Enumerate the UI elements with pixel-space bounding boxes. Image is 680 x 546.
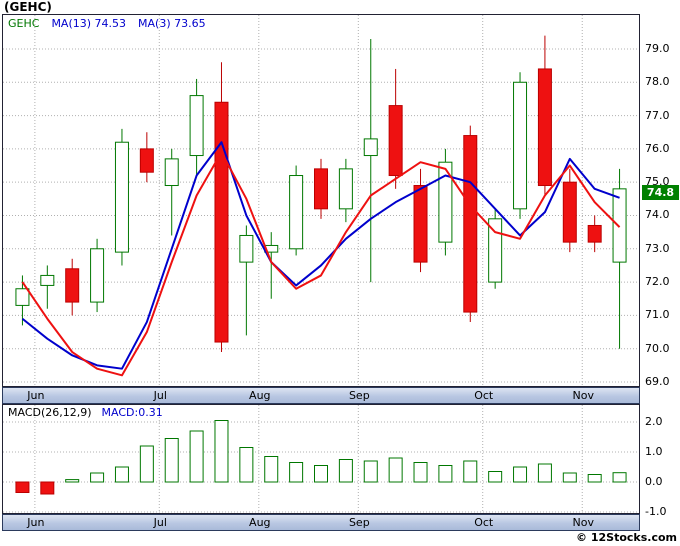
month-label: Aug (243, 389, 277, 402)
macd-bar (265, 457, 278, 483)
macd-tick-label: 2.0 (645, 415, 663, 428)
candle-body (364, 139, 377, 156)
macd-bar (489, 472, 502, 483)
macd-bar (290, 463, 303, 483)
macd-tick-label: -1.0 (645, 505, 666, 518)
candle-body (91, 249, 104, 302)
macd-bar (66, 480, 79, 482)
month-label: Sep (342, 516, 376, 529)
price-tick-label: 79.0 (645, 42, 670, 55)
price-tick-label: 69.0 (645, 375, 670, 388)
candle-body (613, 189, 626, 262)
macd-bar (165, 439, 178, 483)
candle-body (190, 96, 203, 156)
price-tick-label: 76.0 (645, 142, 670, 155)
candle-body (115, 142, 128, 252)
month-axis-macd: Jun Jul Aug Sep Oct Nov (2, 514, 640, 531)
legend-macd-value: MACD:0.31 (102, 406, 163, 419)
candle-body (464, 136, 477, 313)
month-label: Jul (143, 516, 177, 529)
candle-body (41, 275, 54, 285)
macd-bar (315, 466, 328, 483)
macd-bar (91, 473, 104, 482)
month-label: Aug (243, 516, 277, 529)
candle-body (389, 106, 402, 176)
macd-bar (464, 461, 477, 482)
price-tick-label: 75.0 (645, 175, 670, 188)
price-tick-label: 78.0 (645, 75, 670, 88)
stock-chart-window: (GEHC) GEHCMA(13) 74.53MA(3) 73.65 JunJu… (0, 0, 680, 546)
month-label: Nov (566, 389, 600, 402)
candle-body (66, 269, 79, 302)
macd-bar (41, 482, 54, 494)
legend-ma13-value: MA(13) 74.53 (51, 17, 126, 30)
price-tick-label: 71.0 (645, 308, 670, 321)
legend-ma3-value: MA(3) 73.65 (138, 17, 206, 30)
macd-tick-label: 0.0 (645, 475, 663, 488)
candle-body (339, 169, 352, 209)
macd-bar (439, 466, 452, 483)
month-label: Jun (19, 389, 53, 402)
month-axis-main: Jun Jul Aug Sep Oct Nov (2, 387, 640, 404)
macd-bar (16, 482, 29, 493)
macd-chart (2, 404, 640, 514)
macd-bar (588, 475, 601, 483)
candle-body (514, 82, 527, 209)
month-label: Oct (467, 389, 501, 402)
candle-body (588, 225, 601, 242)
macd-bar (339, 460, 352, 483)
candle-body (165, 159, 178, 186)
macd-bar (190, 431, 203, 482)
price-chart (2, 14, 640, 387)
month-label: Oct (467, 516, 501, 529)
macd-bar (140, 446, 153, 482)
candle-body (16, 289, 29, 306)
month-label: Sep (342, 389, 376, 402)
macd-background (2, 404, 640, 514)
candle-body (290, 176, 303, 249)
macd-legend: MACD(26,12,9) MACD:0.31 (8, 406, 163, 419)
page-title: (GEHC) (4, 0, 52, 14)
price-tick-label: 73.0 (645, 242, 670, 255)
macd-bar (364, 461, 377, 482)
price-tick-label: 77.0 (645, 109, 670, 122)
price-tick-label: 72.0 (645, 275, 670, 288)
macd-bar (389, 458, 402, 482)
macd-bar (115, 467, 128, 482)
candle-body (538, 69, 551, 186)
macd-bar (215, 421, 228, 483)
macd-tick-label: 1.0 (645, 445, 663, 458)
candle-body (215, 102, 228, 342)
macd-bar (563, 473, 576, 482)
candle-body (414, 186, 427, 263)
month-label: Jul (143, 389, 177, 402)
candle-body (140, 149, 153, 172)
price-tick-label: 74.0 (645, 208, 670, 221)
main-legend: GEHC MA(13) 74.53 MA(3) 73.65 (8, 17, 206, 30)
month-label: Jun (19, 516, 53, 529)
macd-bar (414, 463, 427, 483)
candle-body (563, 182, 576, 242)
price-tick-label: 70.0 (645, 342, 670, 355)
macd-bar (538, 464, 551, 482)
legend-macd-label: MACD(26,12,9) (8, 406, 92, 419)
macd-bar (514, 467, 527, 482)
legend-symbol: GEHC (8, 17, 39, 30)
candle-body (240, 235, 253, 262)
copyright-link[interactable]: © 12Stocks.com (576, 531, 677, 544)
macd-bar (240, 448, 253, 483)
candle-body (315, 169, 328, 209)
month-label: Nov (566, 516, 600, 529)
macd-bar (613, 473, 626, 482)
